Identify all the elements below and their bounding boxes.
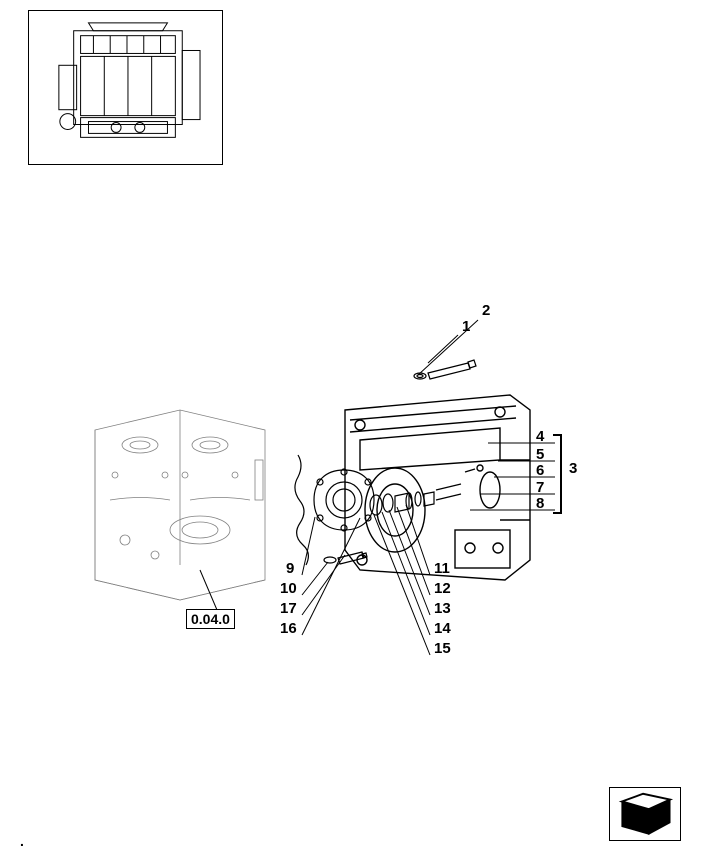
callout-1: 1 [462,318,470,335]
seal-carrier [295,455,374,565]
callout-4: 4 [536,428,544,445]
callout-10: 10 [280,580,297,597]
callout-6: 6 [536,462,544,479]
top-bolt [414,360,476,379]
page-root: 1 2 4 5 6 7 8 3 9 10 17 16 11 12 13 14 1… [0,0,701,859]
callout-8: 8 [536,495,544,512]
callout-17: 17 [280,600,297,617]
exploded-view-svg [0,260,701,690]
exploded-view [0,260,701,690]
corner-icon [609,787,681,841]
callout-16: 16 [280,620,297,637]
callout-2: 2 [482,302,490,319]
callout-13: 13 [434,600,451,617]
engine-thumbnail [28,10,223,165]
callout-5: 5 [536,446,544,463]
callout-3: 3 [569,460,577,477]
callout-9: 9 [286,560,294,577]
reference-box: 0.04.0 [186,609,235,629]
ghost-block [95,410,265,600]
callout-12: 12 [434,580,451,597]
flange-bolt [324,552,367,564]
callout-7: 7 [536,479,544,496]
engine-thumbnail-svg [29,11,222,164]
footer-dot: . [20,833,24,849]
group-3-bracket [553,434,562,514]
callout-11: 11 [434,560,450,577]
valve-parts [370,484,461,515]
callout-15: 15 [434,640,451,657]
callout-14: 14 [434,620,451,637]
rear-housing [345,395,530,580]
